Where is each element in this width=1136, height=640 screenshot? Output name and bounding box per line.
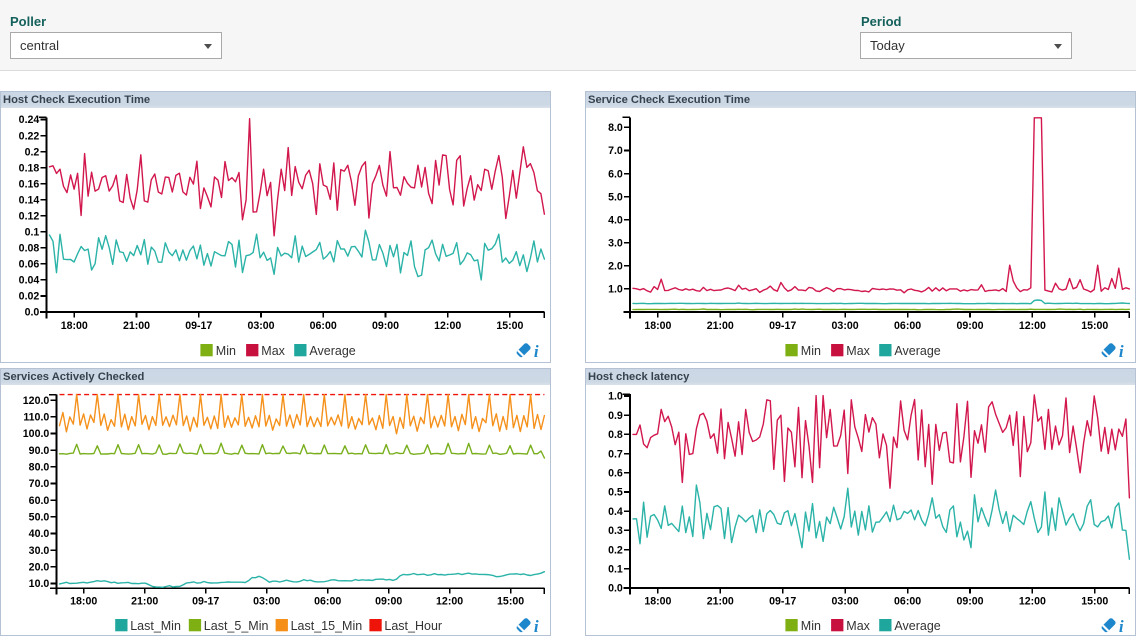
svg-text:Last_15_Min: Last_15_Min [291, 619, 363, 633]
svg-text:Last_Min: Last_Min [130, 619, 181, 633]
svg-text:0.8: 0.8 [608, 429, 623, 441]
svg-text:21:00: 21:00 [123, 320, 150, 332]
svg-text:120.0: 120.0 [23, 395, 50, 407]
svg-text:06:00: 06:00 [894, 320, 921, 332]
svg-text:Max: Max [846, 619, 870, 633]
svg-text:1.0: 1.0 [608, 284, 623, 296]
svg-text:Average: Average [894, 344, 940, 358]
svg-text:03:00: 03:00 [832, 596, 859, 608]
svg-text:6.0: 6.0 [608, 168, 623, 180]
svg-text:i: i [534, 617, 539, 636]
svg-text:09-17: 09-17 [769, 596, 796, 608]
svg-text:21:00: 21:00 [707, 596, 734, 608]
svg-text:0.4: 0.4 [608, 506, 623, 518]
svg-text:i: i [534, 342, 539, 361]
svg-text:i: i [1119, 617, 1124, 636]
svg-text:Min: Min [801, 619, 821, 633]
svg-text:09:00: 09:00 [375, 596, 402, 608]
svg-text:0.08: 0.08 [19, 243, 40, 255]
svg-text:03:00: 03:00 [247, 320, 274, 332]
svg-text:Min: Min [801, 344, 821, 358]
svg-text:0.5: 0.5 [608, 487, 623, 499]
svg-text:80.0: 80.0 [29, 462, 50, 474]
svg-text:18:00: 18:00 [70, 596, 97, 608]
svg-text:4.0: 4.0 [608, 214, 623, 226]
svg-text:0.14: 0.14 [19, 194, 40, 206]
svg-text:12:00: 12:00 [1019, 320, 1046, 332]
svg-text:1.0: 1.0 [608, 391, 623, 403]
svg-text:03:00: 03:00 [253, 596, 280, 608]
svg-text:09-17: 09-17 [769, 320, 796, 332]
svg-text:06:00: 06:00 [314, 596, 341, 608]
svg-text:0.04: 0.04 [19, 275, 40, 287]
svg-text:0.02: 0.02 [19, 291, 40, 303]
svg-text:90.0: 90.0 [29, 445, 50, 457]
svg-text:8.0: 8.0 [608, 122, 623, 134]
svg-text:09-17: 09-17 [192, 596, 219, 608]
svg-text:18:00: 18:00 [61, 320, 88, 332]
svg-text:0.24: 0.24 [19, 114, 40, 126]
svg-text:3.0: 3.0 [608, 238, 623, 250]
svg-text:0.1: 0.1 [608, 564, 623, 576]
svg-text:0.2: 0.2 [608, 544, 623, 556]
svg-text:i: i [1119, 342, 1124, 361]
svg-text:7.0: 7.0 [608, 145, 623, 157]
svg-text:60.0: 60.0 [29, 495, 50, 507]
svg-text:18:00: 18:00 [644, 596, 671, 608]
svg-text:Max: Max [261, 344, 285, 358]
svg-text:0.16: 0.16 [19, 178, 40, 190]
svg-text:03:00: 03:00 [832, 320, 859, 332]
svg-text:09:00: 09:00 [956, 320, 983, 332]
svg-text:Average: Average [894, 619, 940, 633]
svg-text:06:00: 06:00 [894, 596, 921, 608]
svg-text:5.0: 5.0 [608, 191, 623, 203]
svg-text:40.0: 40.0 [29, 528, 50, 540]
svg-text:09-17: 09-17 [185, 320, 212, 332]
svg-text:18:00: 18:00 [644, 320, 671, 332]
svg-text:0.6: 0.6 [608, 468, 623, 480]
svg-text:0.7: 0.7 [608, 448, 623, 460]
svg-text:Average: Average [309, 344, 355, 358]
svg-text:06:00: 06:00 [310, 320, 337, 332]
svg-text:15:00: 15:00 [497, 596, 524, 608]
svg-text:70.0: 70.0 [29, 478, 50, 490]
svg-text:100.0: 100.0 [23, 428, 50, 440]
svg-text:30.0: 30.0 [29, 545, 50, 557]
svg-text:2.0: 2.0 [608, 261, 623, 273]
svg-text:Last_5_Min: Last_5_Min [204, 619, 269, 633]
svg-text:0.1: 0.1 [25, 227, 40, 239]
svg-text:12:00: 12:00 [434, 320, 461, 332]
svg-text:21:00: 21:00 [131, 596, 158, 608]
svg-text:Max: Max [846, 344, 870, 358]
svg-text:0.2: 0.2 [25, 146, 40, 158]
svg-text:09:00: 09:00 [372, 320, 399, 332]
svg-text:0.22: 0.22 [19, 130, 40, 142]
svg-text:0.06: 0.06 [19, 259, 40, 271]
svg-text:12:00: 12:00 [1019, 596, 1046, 608]
svg-text:12:00: 12:00 [436, 596, 463, 608]
svg-text:0.9: 0.9 [608, 410, 623, 422]
svg-text:Min: Min [216, 344, 236, 358]
svg-text:0.12: 0.12 [19, 211, 40, 223]
svg-text:0.0: 0.0 [25, 307, 40, 319]
svg-text:50.0: 50.0 [29, 512, 50, 524]
svg-text:0.18: 0.18 [19, 162, 40, 174]
svg-text:0.0: 0.0 [608, 583, 623, 595]
svg-text:15:00: 15:00 [1081, 320, 1108, 332]
svg-text:21:00: 21:00 [707, 320, 734, 332]
svg-text:Last_Hour: Last_Hour [384, 619, 442, 633]
svg-text:09:00: 09:00 [956, 596, 983, 608]
svg-text:15:00: 15:00 [1081, 596, 1108, 608]
svg-text:110.0: 110.0 [23, 412, 49, 424]
svg-text:0.3: 0.3 [608, 525, 623, 537]
svg-text:20.0: 20.0 [29, 562, 50, 574]
svg-text:10.0: 10.0 [29, 578, 50, 590]
svg-text:15:00: 15:00 [496, 320, 523, 332]
